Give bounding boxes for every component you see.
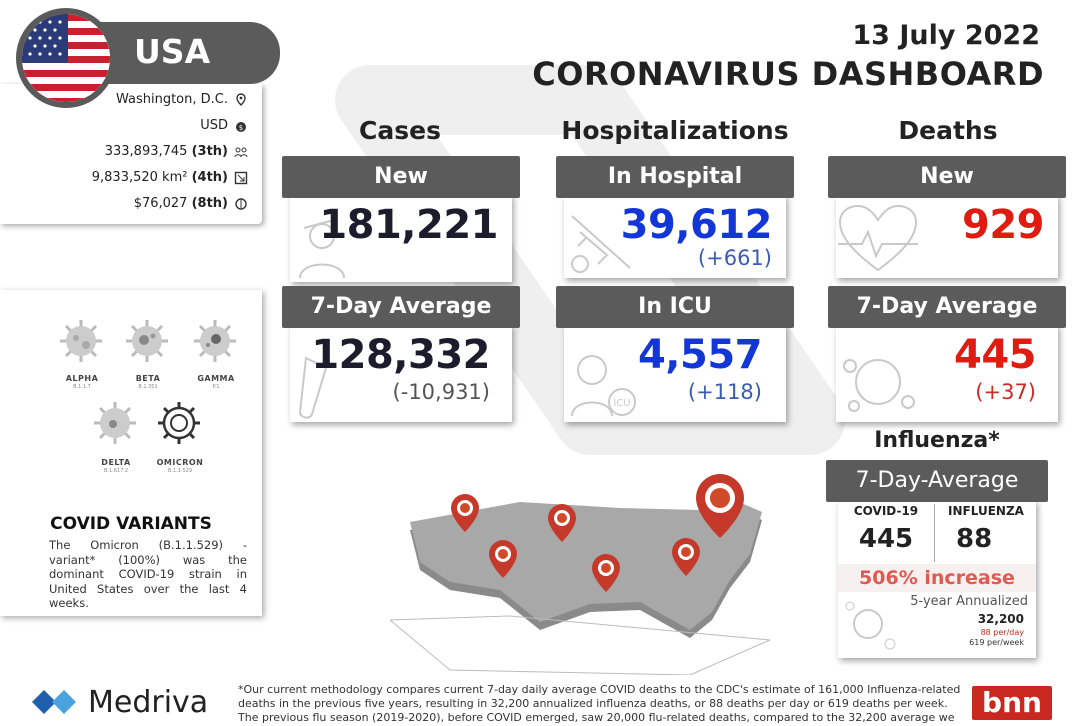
virus-sketch-icon [843,359,915,412]
delta-virus-icon [94,402,136,444]
variant-label: BETA [135,374,161,383]
bnn-badge: bnn [972,686,1052,720]
variant-label: GAMMA [197,374,235,383]
test-tube-icon [298,356,328,419]
capital-row: Washington, D.C. [116,92,248,107]
deaths-avg-change: (+37) [975,380,1036,404]
deaths-new-card: 929 [836,194,1058,278]
icu-card: ICU 4,557 (+118) [564,324,786,422]
population-rank: (3th) [191,144,228,159]
medriva-logo-icon [32,690,76,714]
us-flag-icon [16,8,116,108]
hospitalizations-heading: Hospitalizations [561,116,789,145]
country-name: USA [134,32,211,71]
variants-card: ALPHA B.1.1.7 BETA B.1.351 GAMMA P.1 DEL… [0,290,262,616]
alpha-virus-icon [60,320,102,362]
currency-row: USD $ [200,118,248,133]
cases-avg-tab: 7-Day Average [282,286,520,328]
variant-label: DELTA [101,458,131,467]
cases-heading: Cases [359,116,441,145]
methodology-note: *Our current methodology compares curren… [238,683,961,726]
svg-text:$: $ [239,124,243,132]
per-day-text: 88 per/day [980,628,1024,637]
capital-text: Washington, D.C. [115,92,228,107]
hospital-card: 39,612 (+661) [564,194,786,278]
variant-label: ALPHA [65,374,99,383]
area-row: 9,833,520 km² (4th) [92,170,248,185]
deaths-heading: Deaths [898,116,998,145]
gdp-row: $76,027 (8th) [134,196,248,211]
variant-lineage: P.1 [212,384,220,390]
increase-badge: 506% increase [838,564,1036,592]
money-bag-icon: $ [236,121,246,132]
flu-virus-sketch-icon [845,601,896,650]
cases-new-value: 181,221 [319,202,498,248]
syringe-icon [571,215,631,273]
gamma-virus-icon [194,320,236,362]
cases-new-tab: New [282,156,520,198]
icu-change: (+118) [687,380,762,404]
hospital-value: 39,612 [620,202,773,248]
variants-description: The Omicron (B.1.1.529) - variant* (100%… [49,538,247,610]
hotspot-markers [451,474,744,592]
covid-col-label: COVID-19 [853,504,919,518]
hospital-tab: In Hospital [556,156,794,198]
location-pin-icon [236,92,246,106]
report-date: 13 July 2022 [852,20,1040,51]
icu-value: 4,557 [637,332,763,378]
variant-lineage: B.1.1.7 [73,384,91,390]
omicron-virus-icon [158,402,200,444]
cases-new-card: 181,221 [290,194,512,282]
deaths-new-value: 929 [962,202,1045,248]
variant-label: OMICRON [156,458,204,467]
per-week-text: 619 per/week [969,638,1024,647]
cases-avg-change: (-10,931) [392,380,490,404]
gdp-text: $76,027 [133,196,188,211]
cases-avg-card: 128,332 (-10,931) [290,324,512,422]
brand-name: Medriva [88,684,209,720]
flu-col-value: 88 [956,524,993,554]
gdp-rank: (8th) [191,196,228,211]
column-divider [934,504,935,562]
area-rank: (4th) [191,170,228,185]
variant-lineage: B.1.1.529 [167,468,193,474]
variant-lineage: B.1.351 [138,384,158,390]
patient-sketch-icon [299,219,345,279]
deaths-new-tab: New [828,156,1066,198]
covid-col-value: 445 [858,524,914,554]
icu-tab: In ICU [556,286,794,328]
annualized-value: 32,200 [977,612,1024,626]
population-row: 333,893,745 (3th) [105,144,248,159]
area-text: 9,833,520 km² [91,170,188,185]
currency-text: USD [200,118,228,133]
beta-virus-icon [126,320,168,362]
us-map-illustration [390,474,771,675]
annualized-label: 5-year Annualized [910,594,1028,609]
coins-icon [235,197,247,210]
cases-avg-value: 128,332 [311,332,490,378]
variant-lineage: B.1.617.2 [103,468,129,474]
brand-logo[interactable]: Medriva [30,684,208,720]
influenza-heading: Influenza* [874,428,1000,453]
hospital-change: (+661) [697,246,772,270]
variants-title: COVID VARIANTS [50,514,212,534]
page-title: CORONAVIRUS DASHBOARD [532,55,1044,93]
icu-nurse-icon: ICU [571,355,636,417]
people-icon [234,147,248,157]
influenza-card: COVID-19 INFLUENZA 445 88 506% increase … [838,500,1036,658]
country-info-card: Washington, D.C. USD $ 333,893,745 (3th)… [0,84,262,224]
flu-col-label: INFLUENZA [948,504,1024,518]
deaths-avg-card: 445 (+37) [836,324,1058,422]
heartbeat-icon [838,204,918,272]
svg-text:ICU: ICU [613,398,630,409]
deaths-avg-tab: 7-Day Average [828,286,1066,328]
population-text: 333,893,745 [104,144,188,159]
deaths-avg-value: 445 [954,332,1037,378]
area-icon [234,171,248,184]
influenza-tab: 7-Day-Average [826,460,1048,502]
